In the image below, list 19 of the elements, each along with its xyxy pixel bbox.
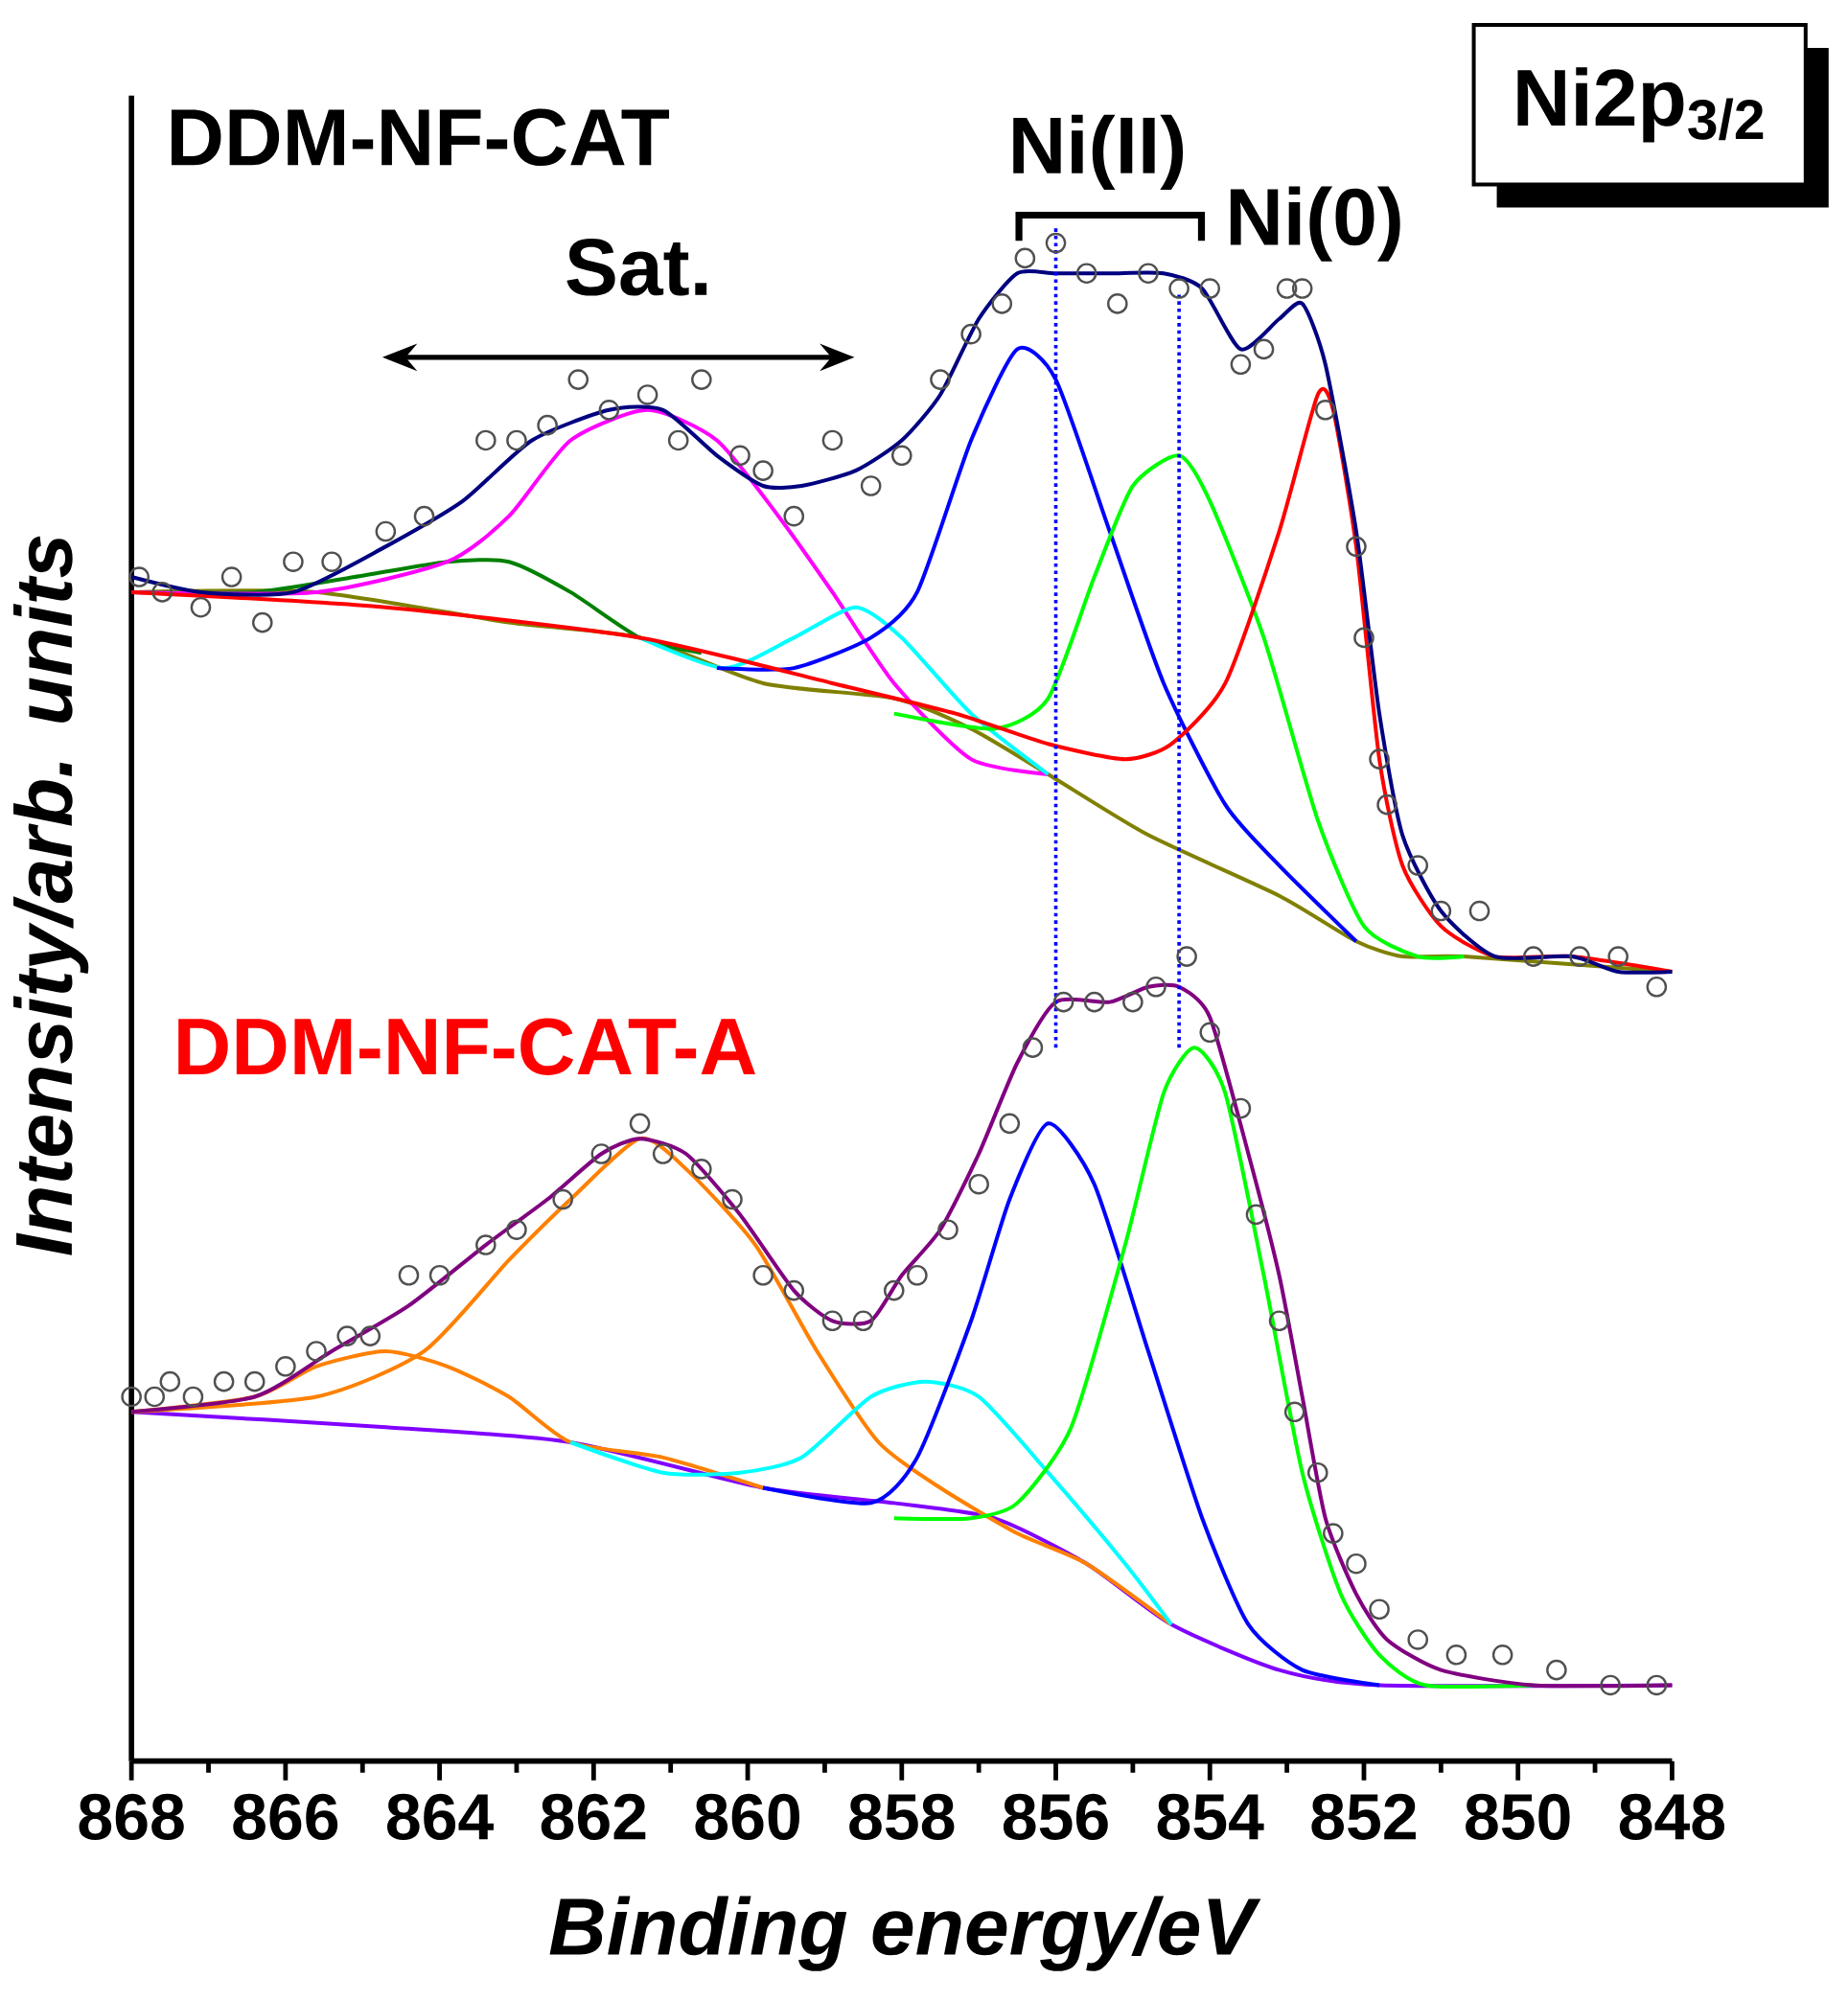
x-tick-label: 850: [1466, 1793, 1570, 1840]
text: DDM-NF-CAT: [171, 108, 669, 167]
x-tick-label: 856: [1003, 1793, 1108, 1840]
x-tick-label: 860: [695, 1793, 799, 1840]
x-tick-label: 862: [541, 1793, 646, 1840]
x-tick-label: 848: [1619, 1793, 1724, 1840]
text: Ni2p$_{3/2}$: [1517, 67, 1764, 143]
text: Ni(II): [1013, 114, 1183, 191]
y-axis-title: Intensity/arb. units: [12, 536, 89, 1255]
x-tick-label: 868: [79, 1793, 184, 1840]
x-tick-label: 854: [1157, 1793, 1264, 1840]
x-tick-label: 866: [233, 1793, 338, 1840]
annotation: Sat.: [566, 239, 707, 296]
x-tick-label: 864: [386, 1793, 494, 1840]
annotation: DDM-NF-CAT-A: [178, 1018, 755, 1075]
x-tick-label: 858: [849, 1793, 955, 1840]
x-tick-label: 852: [1311, 1793, 1416, 1840]
annotation: Ni(0): [1230, 186, 1400, 262]
x-axis-title: Binding energy/eV: [549, 1896, 1261, 1971]
